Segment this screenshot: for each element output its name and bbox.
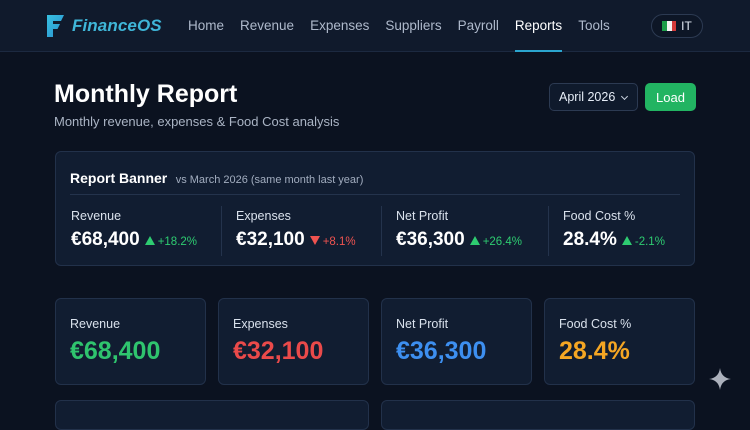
kpi-card-expenses: Expenses €32,100: [218, 298, 369, 385]
chevron-down-icon: [620, 92, 629, 101]
kpi-card-net-profit: Net Profit €36,300: [381, 298, 532, 385]
italy-flag-icon: [662, 21, 677, 31]
banner-divider: [70, 194, 680, 195]
finance-logo-icon: [47, 15, 64, 37]
banner-metric-expenses: Expenses €32,100 +8.1%: [221, 206, 381, 256]
language-selector[interactable]: IT: [651, 14, 703, 38]
page-subtitle: Monthly revenue, expenses & Food Cost an…: [54, 114, 340, 129]
metric-change-value: +26.4%: [482, 236, 523, 248]
metric-value: 28.4%: [563, 229, 617, 250]
sparkle-icon[interactable]: [708, 367, 732, 391]
kpi-value: €68,400: [70, 337, 161, 365]
metric-change-value: +18.2%: [157, 236, 198, 248]
lower-panel-right: [381, 400, 695, 430]
banner-metric-net-profit: Net Profit €36,300 +26.4%: [381, 206, 549, 256]
kpi-value: €32,100: [233, 337, 324, 365]
language-code: IT: [681, 19, 692, 33]
banner-title: Report Banner: [70, 170, 168, 186]
metric-label: Food Cost %: [563, 209, 636, 223]
kpi-value: 28.4%: [559, 337, 630, 365]
kpi-label: Food Cost %: [559, 317, 632, 331]
app-logo[interactable]: FinanceOS: [44, 13, 162, 39]
arrow-up-icon: [621, 236, 632, 245]
kpi-label: Revenue: [70, 317, 121, 331]
metric-change: +18.2%: [144, 236, 198, 248]
kpi-card-revenue: Revenue €68,400: [55, 298, 206, 385]
nav-item-revenue[interactable]: Revenue: [240, 18, 295, 33]
report-banner: Report Banner vs March 2026 (same month …: [55, 151, 695, 266]
metric-value: €32,100: [236, 229, 305, 250]
page-title: Monthly Report: [54, 80, 238, 108]
metric-change: +26.4%: [469, 236, 523, 248]
nav-item-tools[interactable]: Tools: [578, 18, 610, 33]
month-select[interactable]: April 2026: [549, 83, 638, 111]
month-select-value: April 2026: [559, 90, 616, 104]
top-navbar: FinanceOS Home Revenue Expenses Supplier…: [0, 0, 750, 52]
arrow-up-icon: [144, 236, 155, 245]
metric-value: €68,400: [71, 229, 140, 250]
app-name: FinanceOS: [72, 16, 162, 35]
kpi-label: Net Profit: [396, 317, 449, 331]
metric-label: Expenses: [236, 209, 291, 223]
arrow-up-icon: [469, 236, 480, 245]
metric-label: Net Profit: [396, 209, 449, 223]
nav-item-suppliers[interactable]: Suppliers: [385, 18, 442, 33]
banner-header: Report Banner vs March 2026 (same month …: [70, 170, 363, 188]
metric-change-value: +8.1%: [322, 236, 356, 248]
kpi-card-food-cost: Food Cost % 28.4%: [544, 298, 695, 385]
metric-change: +8.1%: [309, 236, 356, 248]
nav-item-reports[interactable]: Reports: [514, 0, 563, 52]
kpi-value: €36,300: [396, 337, 487, 365]
nav-item-home[interactable]: Home: [188, 18, 225, 33]
metric-change-value: -2.1%: [634, 236, 665, 248]
main-nav: Home Revenue Expenses Suppliers Payroll …: [188, 0, 626, 52]
banner-metric-revenue: Revenue €68,400 +18.2%: [71, 206, 221, 256]
arrow-down-icon: [309, 236, 320, 245]
banner-metric-food-cost: Food Cost % 28.4% -2.1%: [548, 206, 682, 256]
nav-item-expenses[interactable]: Expenses: [310, 18, 370, 33]
metric-label: Revenue: [71, 209, 122, 223]
kpi-label: Expenses: [233, 317, 288, 331]
load-button[interactable]: Load: [645, 83, 696, 111]
banner-comparison: vs March 2026 (same month last year): [175, 174, 364, 186]
lower-panel-left: [55, 400, 369, 430]
metric-value: €36,300: [396, 229, 465, 250]
nav-item-payroll[interactable]: Payroll: [457, 18, 499, 33]
metric-change: -2.1%: [621, 236, 665, 248]
